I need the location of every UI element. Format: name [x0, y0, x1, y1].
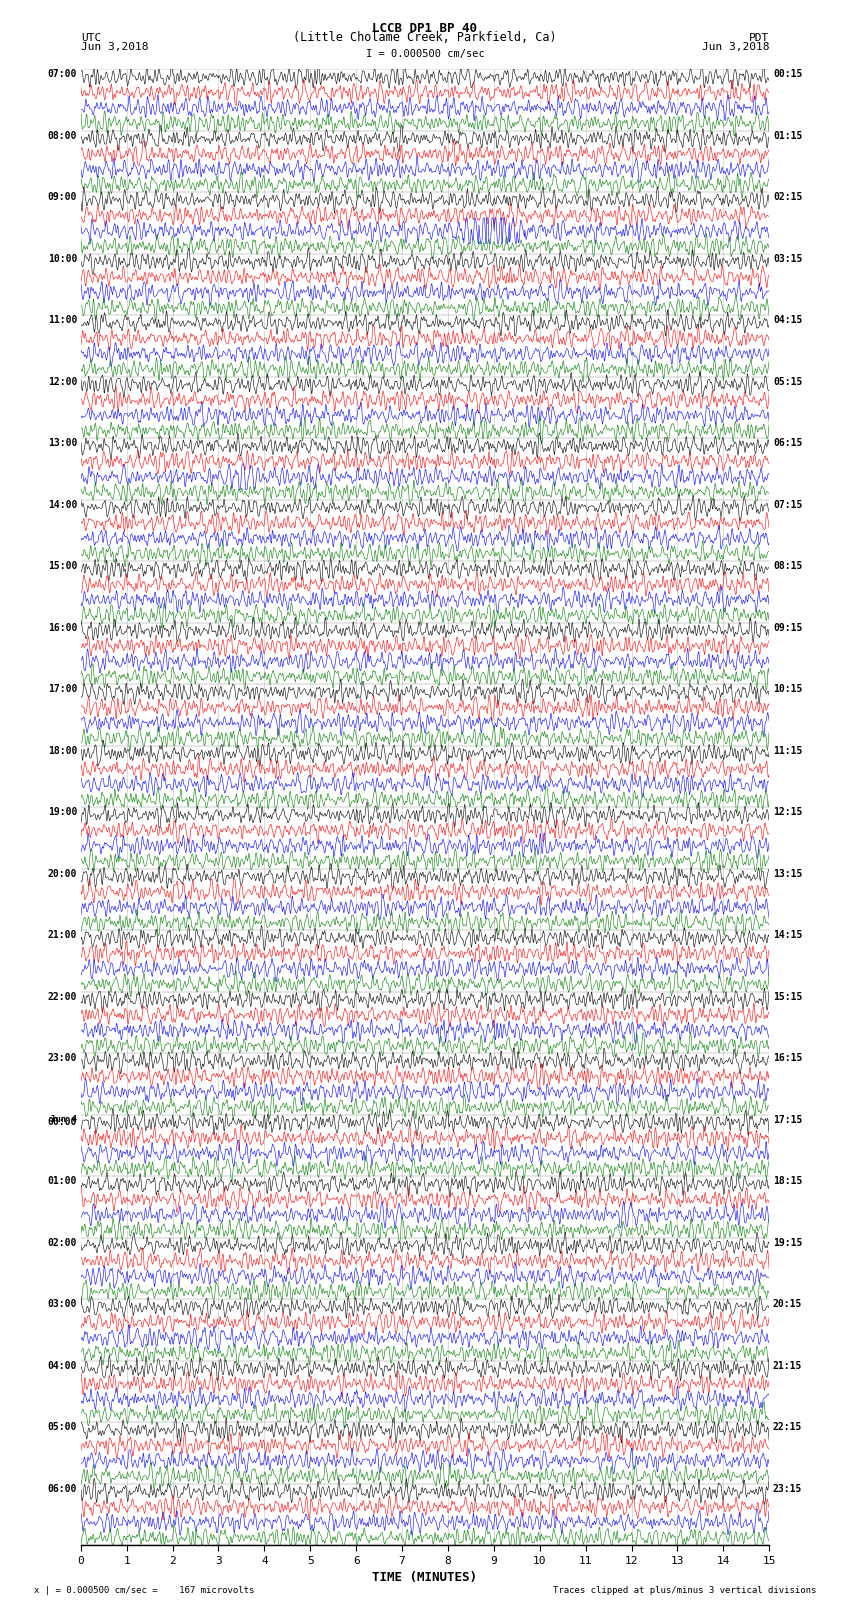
Text: 19:00: 19:00	[48, 808, 77, 818]
Text: 13:15: 13:15	[773, 869, 802, 879]
Text: 06:15: 06:15	[773, 439, 802, 448]
Text: 22:15: 22:15	[773, 1423, 802, 1432]
Text: 04:00: 04:00	[48, 1361, 77, 1371]
Text: 06:00: 06:00	[48, 1484, 77, 1494]
Text: 17:15: 17:15	[773, 1115, 802, 1124]
Text: 20:00: 20:00	[48, 869, 77, 879]
Text: 21:15: 21:15	[773, 1361, 802, 1371]
Text: 03:00: 03:00	[48, 1300, 77, 1310]
Text: 07:15: 07:15	[773, 500, 802, 510]
Text: 07:00: 07:00	[48, 69, 77, 79]
Text: 04:15: 04:15	[773, 316, 802, 326]
Text: 05:15: 05:15	[773, 377, 802, 387]
Text: 19:15: 19:15	[773, 1237, 802, 1248]
Text: 23:00: 23:00	[48, 1053, 77, 1063]
Text: 09:00: 09:00	[48, 192, 77, 202]
Text: 18:15: 18:15	[773, 1176, 802, 1186]
Text: Traces clipped at plus/minus 3 vertical divisions: Traces clipped at plus/minus 3 vertical …	[552, 1586, 816, 1595]
Text: 10:00: 10:00	[48, 253, 77, 265]
Text: 01:00: 01:00	[48, 1176, 77, 1186]
Text: 22:00: 22:00	[48, 992, 77, 1002]
Text: 11:00: 11:00	[48, 316, 77, 326]
Text: 10:15: 10:15	[773, 684, 802, 694]
Text: 13:00: 13:00	[48, 439, 77, 448]
Text: 21:00: 21:00	[48, 931, 77, 940]
Text: 09:15: 09:15	[773, 623, 802, 632]
Text: 03:15: 03:15	[773, 253, 802, 265]
Text: 00:15: 00:15	[773, 69, 802, 79]
Text: 08:00: 08:00	[48, 131, 77, 140]
Text: LCCB DP1 BP 40: LCCB DP1 BP 40	[372, 21, 478, 35]
Text: 15:00: 15:00	[48, 561, 77, 571]
X-axis label: TIME (MINUTES): TIME (MINUTES)	[372, 1571, 478, 1584]
Text: 18:00: 18:00	[48, 745, 77, 756]
Text: I = 0.000500 cm/sec: I = 0.000500 cm/sec	[366, 48, 484, 58]
Text: 12:00: 12:00	[48, 377, 77, 387]
Text: UTC: UTC	[81, 32, 101, 44]
Text: 15:15: 15:15	[773, 992, 802, 1002]
Text: 14:15: 14:15	[773, 931, 802, 940]
Text: 14:00: 14:00	[48, 500, 77, 510]
Text: PDT: PDT	[749, 32, 769, 44]
Text: 23:15: 23:15	[773, 1484, 802, 1494]
Text: 02:15: 02:15	[773, 192, 802, 202]
Text: 02:00: 02:00	[48, 1237, 77, 1248]
Text: 17:00: 17:00	[48, 684, 77, 694]
Text: x | = 0.000500 cm/sec =    167 microvolts: x | = 0.000500 cm/sec = 167 microvolts	[34, 1586, 254, 1595]
Text: 12:15: 12:15	[773, 808, 802, 818]
Text: 16:00: 16:00	[48, 623, 77, 632]
Text: 20:15: 20:15	[773, 1300, 802, 1310]
Text: 01:15: 01:15	[773, 131, 802, 140]
Text: 08:15: 08:15	[773, 561, 802, 571]
Text: (Little Cholame Creek, Parkfield, Ca): (Little Cholame Creek, Parkfield, Ca)	[293, 31, 557, 44]
Text: Jun 3,2018: Jun 3,2018	[702, 42, 769, 52]
Text: Jun 3,2018: Jun 3,2018	[81, 42, 148, 52]
Text: 00:00: 00:00	[48, 1118, 77, 1127]
Text: Jun 4: Jun 4	[50, 1115, 77, 1124]
Text: 05:00: 05:00	[48, 1423, 77, 1432]
Text: 11:15: 11:15	[773, 745, 802, 756]
Text: 16:15: 16:15	[773, 1053, 802, 1063]
